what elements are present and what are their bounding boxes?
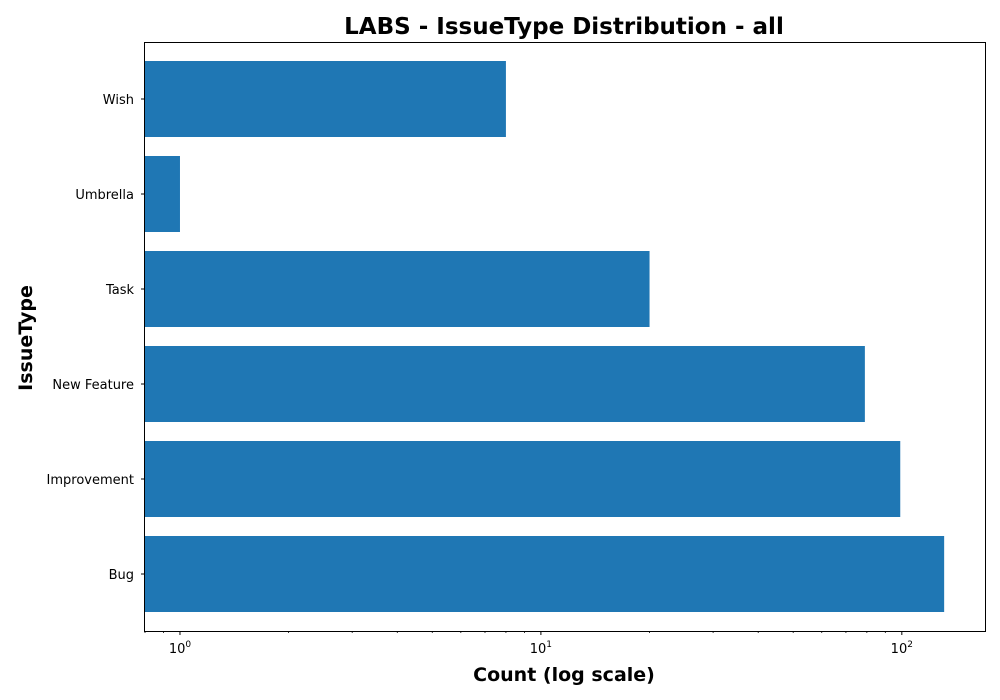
y-tick-label-improvement: Improvement xyxy=(47,473,134,488)
bar-bug xyxy=(145,536,945,612)
bar-umbrella xyxy=(145,156,180,232)
x-tick-label: 101 xyxy=(530,640,552,657)
y-tick-label-umbrella: Umbrella xyxy=(75,188,134,203)
x-tick-label: 100 xyxy=(169,640,192,657)
y-tick-label-wish: Wish xyxy=(103,93,134,108)
x-ticks-group: 100 101 102 xyxy=(144,631,913,657)
chart-title: LABS - IssueType Distribution - all xyxy=(344,14,784,40)
bar-improvement xyxy=(145,441,901,517)
bar-new-feature xyxy=(145,346,865,422)
x-tick-label: 102 xyxy=(891,640,913,657)
bars-group xyxy=(145,61,945,612)
y-axis-label: IssueType xyxy=(15,285,37,391)
bar-wish xyxy=(145,61,506,137)
y-tick-label-task: Task xyxy=(105,283,135,298)
y-ticks-group: Bug Improvement New Feature Task Umbrella Wis… xyxy=(47,93,145,583)
y-tick-label-new-feature: New Feature xyxy=(52,378,134,393)
y-tick-label-bug: Bug xyxy=(109,568,134,583)
plot-frame xyxy=(144,42,986,632)
bar-task xyxy=(145,251,650,327)
x-axis-label: Count (log scale) xyxy=(473,664,655,686)
